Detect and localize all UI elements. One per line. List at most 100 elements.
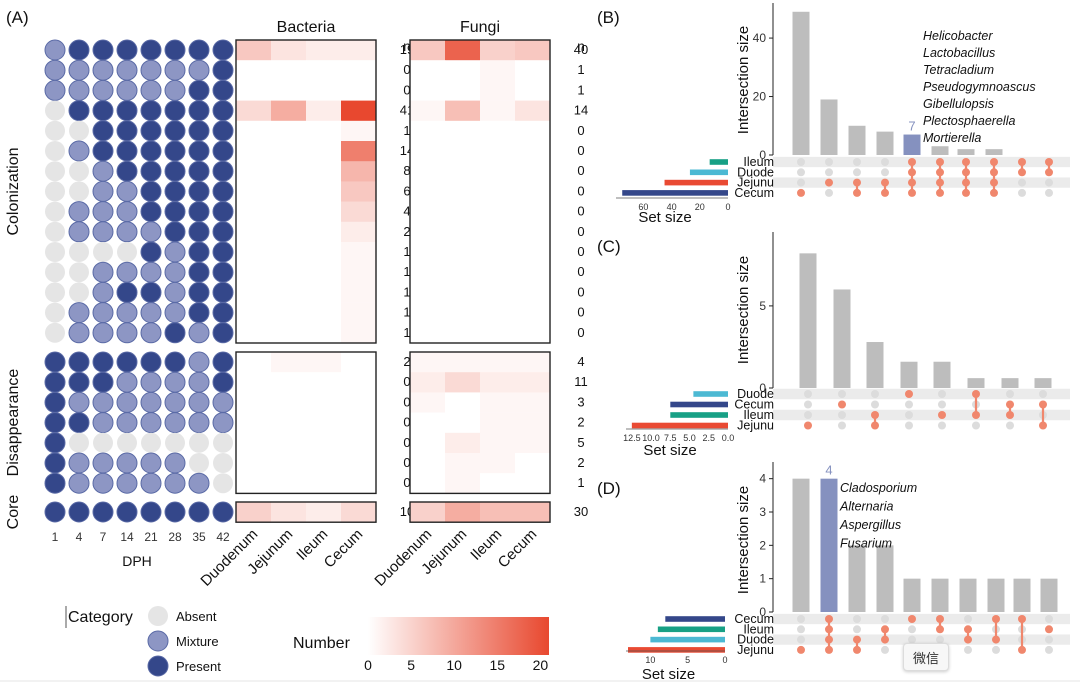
upset-b-set-tick: 0: [725, 202, 730, 212]
upset-b-matrix-dot: [797, 178, 805, 187]
bacteria-heat-cell: [306, 201, 342, 223]
fungi-heat-cell: [480, 372, 516, 393]
upset-d-matrix-dot: [908, 625, 916, 634]
category-dot: [188, 501, 210, 523]
bacteria-heat-cell: [271, 322, 307, 344]
bacteria-heat-cell: [236, 221, 272, 243]
category-dot: [188, 201, 210, 223]
upset-d-matrix-dot: [992, 645, 1000, 654]
bacteria-heat-cell: [306, 181, 342, 202]
fungi-n-value: 5: [577, 435, 584, 450]
fungi-heat-cell: [445, 60, 481, 81]
fungi-n-value: 2: [577, 455, 584, 470]
category-legend-swatch: [147, 630, 169, 652]
fungi-heat-cell: [515, 181, 551, 202]
upset-c-matrix-dot: [1006, 390, 1014, 398]
fungi-heat-cell: [515, 221, 551, 243]
bacteria-heat-cell: [236, 282, 272, 303]
fungi-heat-cell: [445, 502, 481, 523]
bacteria-group-frame: [235, 351, 377, 495]
category-dot: [140, 160, 162, 182]
upset-d-matrix-dot: [964, 615, 972, 623]
upset-b-matrix-dot: [853, 168, 861, 177]
category-dot: [140, 261, 162, 283]
dph-tick: 7: [100, 530, 107, 544]
number-legend-tick: 15: [489, 657, 505, 673]
upset-b-matrix-dot: [797, 168, 805, 177]
category-dot: [188, 241, 210, 263]
category-dot: [45, 120, 65, 141]
category-dot: [68, 371, 90, 393]
category-dot: [212, 39, 234, 61]
category-dot: [164, 39, 186, 61]
bacteria-n-value: 0: [403, 82, 410, 97]
category-dot: [140, 201, 162, 223]
dph-tick: 4: [76, 530, 83, 544]
fungi-heat-cell: [480, 322, 516, 344]
fungi-heat-cell: [445, 161, 481, 182]
upset-b-matrix-dot: [881, 168, 889, 177]
category-dot: [44, 432, 66, 454]
category-dot: [68, 39, 90, 61]
category-dot: [116, 100, 138, 122]
bacteria-heat-cell: [306, 221, 342, 243]
bacteria-site-label: Cecum: [321, 526, 367, 572]
bacteria-heat-cell: [306, 80, 342, 101]
fungi-n-value: 0: [577, 284, 584, 299]
wechat-tooltip[interactable]: 微信: [903, 643, 949, 671]
upset-c-matrix-dot: [838, 400, 846, 409]
category-dot: [92, 371, 114, 393]
category-dot: [188, 322, 210, 344]
bacteria-heat-cell: [236, 242, 272, 263]
upset-d-matrix-dot: [797, 625, 805, 634]
upset-b-matrix-dot: [1045, 188, 1053, 197]
fungi-heat-cell: [410, 302, 446, 324]
bacteria-n-value: 0: [403, 435, 410, 450]
category-dot: [212, 201, 234, 223]
bacteria-heat-cell: [306, 473, 342, 494]
fungi-heat-cell: [445, 80, 481, 101]
category-dot: [68, 412, 90, 434]
bacteria-heat-cell: [271, 120, 307, 142]
category-dot: [164, 322, 186, 344]
category-dot: [164, 140, 186, 162]
bacteria-heat-cell: [341, 352, 377, 373]
upset-c-matrix-dot: [838, 421, 846, 430]
category-dot: [212, 241, 234, 263]
bacteria-heat-cell: [271, 473, 307, 494]
fungi-heat-cell: [480, 120, 516, 142]
fungi-n-value: 30: [574, 504, 588, 519]
fungi-n-value: 0: [577, 163, 584, 178]
fungi-heat-cell: [480, 100, 516, 122]
category-dot: [164, 79, 186, 101]
upset-d-matrix-dot: [908, 635, 916, 644]
bacteria-heat-cell: [341, 322, 377, 344]
fungi-heat-cell: [515, 161, 551, 182]
category-dot: [92, 472, 114, 494]
fungi-heat-cell: [480, 40, 516, 61]
fungi-heat-cell: [515, 80, 551, 101]
category-dot: [93, 242, 113, 262]
fungi-heat-cell: [480, 201, 516, 223]
upset-d-panel-label: (D): [597, 479, 621, 498]
category-dot: [117, 242, 137, 262]
fungi-heat-cell: [410, 120, 446, 142]
category-dot: [116, 201, 138, 223]
category-dot: [44, 351, 66, 373]
category-dot: [164, 351, 186, 373]
bacteria-n-value: 4: [403, 204, 410, 219]
fungi-heat-cell: [410, 502, 446, 523]
category-dot: [188, 100, 210, 122]
bacteria-n-value: 1: [403, 244, 410, 259]
category-dot: [140, 120, 162, 142]
upset-d-genus-label: Cladosporium: [840, 481, 917, 495]
upset-b-panel-label: (B): [597, 8, 620, 27]
category-dot: [92, 120, 114, 142]
category-dot: [212, 501, 234, 523]
bacteria-heat-cell: [341, 502, 377, 523]
bacteria-group-frame: [235, 501, 377, 523]
category-dot: [212, 100, 234, 122]
upset-c-bar: [933, 361, 951, 388]
upset-c-matrix-dot: [804, 390, 812, 398]
